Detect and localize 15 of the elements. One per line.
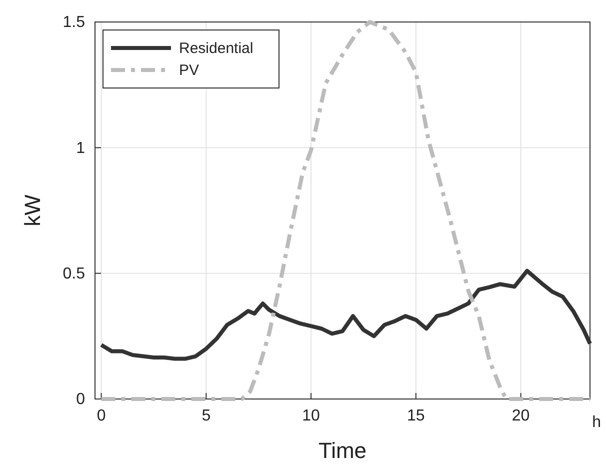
y-tick-label: 0: [76, 391, 86, 408]
y-tick-label: 1.5: [62, 14, 86, 32]
y-tick-label: 0.5: [62, 265, 86, 282]
y-tick-label: 1: [76, 140, 86, 157]
x-tick-label: 10: [302, 407, 320, 424]
x-tick-label: 5: [202, 407, 211, 424]
x-axis-title: Time: [318, 438, 367, 463]
legend-label: PV: [179, 62, 200, 79]
x-tick-label: 20: [512, 407, 530, 424]
x-tick-label: 15: [407, 407, 425, 424]
y-axis-title: kW: [20, 194, 45, 226]
legend-label: Residential: [179, 40, 254, 57]
text: h: [592, 414, 601, 431]
line-series: [99, 20, 592, 401]
x-tick-label: 0: [96, 407, 106, 424]
